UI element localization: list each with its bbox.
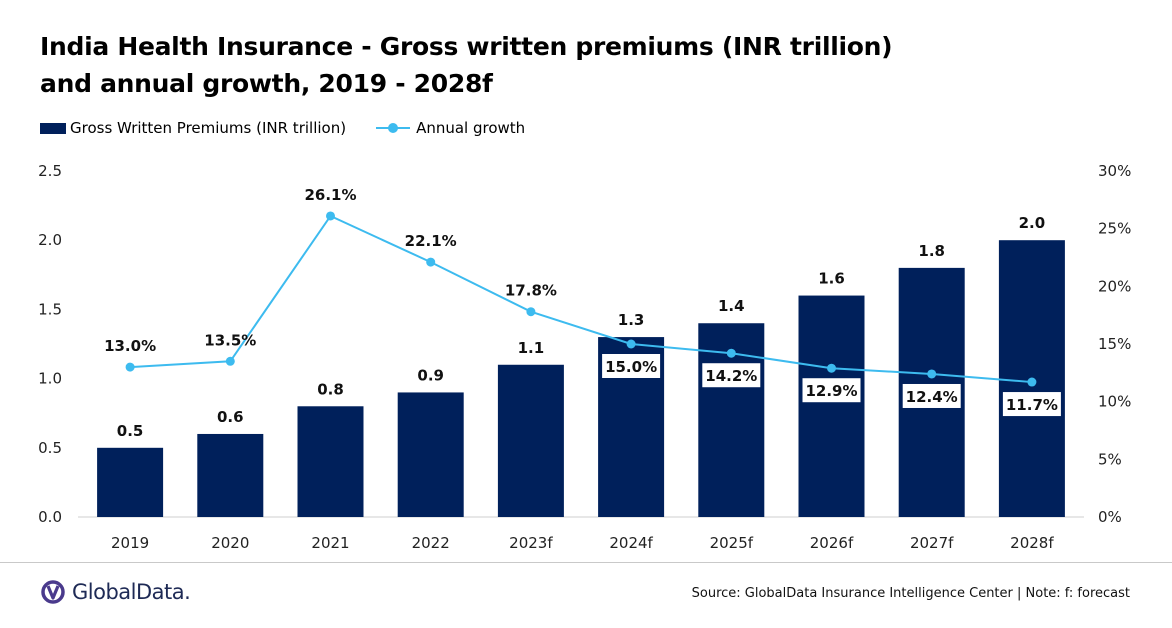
legend-line-swatch (376, 122, 411, 134)
bar-value-label: 0.6 (217, 408, 244, 426)
legend-bar-label: Gross Written Premiums (INR trillion) (70, 119, 347, 137)
growth-point (225, 356, 235, 366)
growth-point (626, 339, 636, 349)
growth-point (125, 362, 135, 372)
growth-value-label: 17.8% (505, 282, 557, 300)
y-right-tick-label: 25% (1098, 220, 1131, 238)
logo-text: GlobalData. (72, 580, 191, 604)
bar-value-label: 2.0 (1019, 214, 1046, 232)
y-right-tick-label: 15% (1098, 335, 1131, 353)
bar (197, 433, 264, 517)
growth-point (526, 307, 536, 317)
legend: Gross Written Premiums (INR trillion) An… (40, 118, 555, 138)
growth-value-label: 22.1% (405, 232, 457, 250)
legend-line-label: Annual growth (416, 119, 526, 137)
bar-value-label: 1.3 (618, 311, 645, 329)
bar-value-label: 1.8 (918, 242, 945, 260)
growth-value-label: 14.2% (705, 367, 757, 385)
chart-title: India Health Insurance - Gross written p… (40, 28, 1140, 102)
x-tick-label: 2020 (211, 534, 249, 552)
growth-point (426, 257, 436, 267)
growth-value-label: 26.1% (304, 186, 356, 204)
bar (397, 392, 464, 517)
y-right-tick-label: 20% (1098, 277, 1131, 295)
growth-line-series (125, 211, 1037, 387)
growth-point (1027, 377, 1037, 387)
combo-chart: 0.0 0.5 1.0 1.5 2.0 2.5 0% 5% 10% 15% 20% 25% 30% 201… (38, 162, 1131, 552)
bar (97, 447, 164, 517)
x-tick-label: 2022 (412, 534, 450, 552)
y-left-tick-label: 2.0 (38, 231, 62, 249)
growth-line (130, 214, 1032, 384)
bar (497, 364, 564, 517)
footer-divider (0, 562, 1172, 563)
growth-value-label: 15.0% (605, 358, 657, 376)
x-tick-label: 2019 (111, 534, 149, 552)
bar-value-label: 0.5 (117, 422, 144, 440)
bar (297, 406, 364, 517)
legend-item-growth: Annual growth (376, 119, 525, 137)
y-left-tick-label: 0.5 (38, 439, 62, 457)
bar-value-label: 1.1 (518, 339, 545, 357)
growth-value-label: 13.5% (204, 331, 256, 349)
growth-label-box (602, 354, 661, 378)
bar-value-label: 1.4 (718, 297, 745, 315)
growth-label-box (702, 363, 761, 388)
growth-value-label: 13.0% (104, 337, 156, 355)
chart-title-line-2: and annual growth, 2019 - 2028f (40, 69, 493, 98)
legend-item-premiums: Gross Written Premiums (INR trillion) (40, 119, 346, 137)
y-left-tick-label: 1.5 (38, 300, 62, 318)
y-left-tick-label: 1.0 (38, 370, 62, 388)
globaldata-logo-icon (41, 580, 65, 604)
bar-value-label: 0.9 (417, 366, 444, 384)
x-tick-label: 2028f (1010, 534, 1054, 552)
growth-point (326, 211, 335, 221)
growth-label-box (1002, 392, 1061, 417)
growth-point (927, 369, 937, 379)
growth-value-label: 12.9% (805, 382, 857, 400)
y-right-tick-label: 10% (1098, 393, 1131, 411)
y-left-tick-label: 0.0 (38, 508, 62, 526)
bar-series (97, 240, 1065, 517)
growth-label-box (902, 383, 961, 408)
bar-value-label: 0.8 (317, 380, 344, 398)
x-tick-label: 2025f (710, 534, 754, 552)
x-tick-label: 2027f (910, 534, 954, 552)
legend-bar-swatch (40, 122, 66, 134)
x-tick-label: 2023f (509, 534, 553, 552)
source-note: Source: GlobalData Insurance Intelligenc… (691, 586, 1130, 601)
y-left-tick-label: 2.5 (38, 162, 62, 180)
chart-axes: 0.0 0.5 1.0 1.5 2.0 2.5 0% 5% 10% 15% 20% 25% 30% 201… (38, 162, 1131, 552)
growth-point (827, 363, 836, 373)
bar (798, 295, 865, 517)
growth-label-box (802, 378, 861, 403)
growth-value-label: 12.4% (906, 388, 958, 406)
x-tick-label: 2021 (311, 534, 349, 552)
x-tick-label: 2026f (810, 534, 854, 552)
y-right-tick-label: 5% (1098, 450, 1122, 468)
globaldata-logo: GlobalData. (40, 578, 191, 606)
data-labels: 0.5 0.6 0.8 0.9 1.1 1.3 1.4 1.6 1.8 2.0 13.0% 13.5%… (104, 186, 1061, 440)
x-tick-label: 2024f (609, 534, 653, 552)
growth-point (726, 348, 736, 358)
bar-value-label: 1.6 (818, 270, 845, 288)
chart-title-line-1: India Health Insurance - Gross written p… (40, 32, 893, 61)
y-right-tick-label: 0% (1098, 508, 1122, 526)
growth-value-label: 11.7% (1006, 396, 1058, 414)
y-right-tick-label: 30% (1098, 162, 1131, 180)
